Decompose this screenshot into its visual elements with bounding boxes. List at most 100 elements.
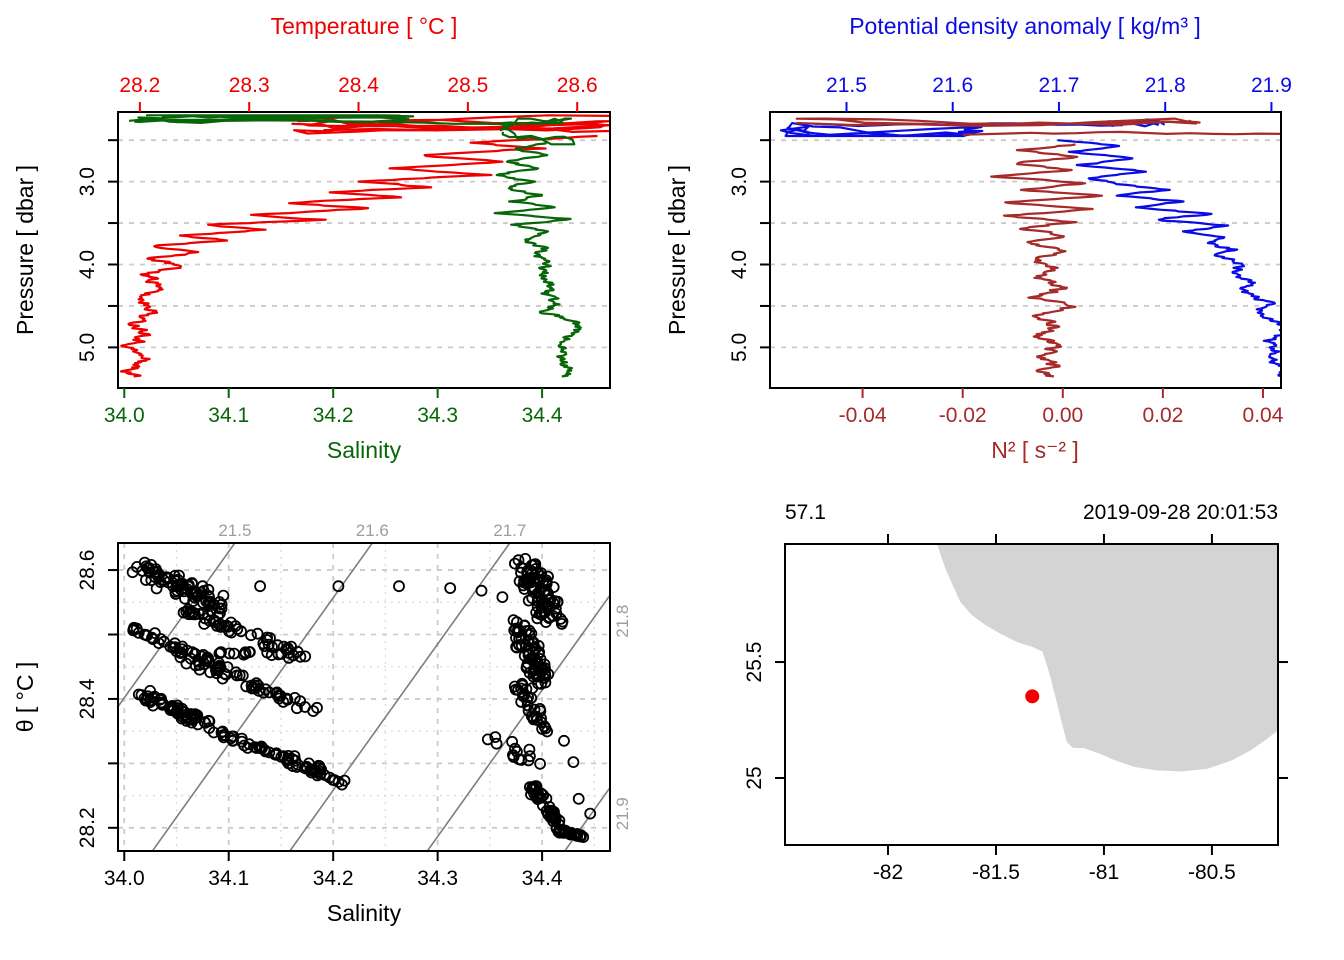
axis-tick-label: 5.0: [728, 333, 751, 362]
scatter-point: [215, 726, 228, 739]
scatter-point: [507, 614, 520, 626]
axis-tick-label: 25.5: [743, 642, 766, 683]
axis-tick-label: 28.2: [119, 74, 160, 97]
scatter-point: [168, 570, 181, 582]
isopycnal-label: 21.6: [356, 521, 389, 540]
scatter-point: [533, 670, 546, 683]
scatter-point: [217, 589, 230, 602]
isopycnal-line: [151, 543, 374, 851]
pressure-axis-title-right-panel: Pressure [ dbar ]: [664, 165, 690, 335]
scatter-point: [202, 583, 215, 596]
axis-tick-label: 34.3: [417, 867, 458, 890]
scatter-point: [532, 788, 544, 800]
scatter-point: [270, 748, 283, 761]
scatter-point: [199, 716, 212, 729]
scatter-point: [531, 566, 544, 579]
scatter-point: [490, 737, 503, 750]
isopycnal-line: [426, 593, 610, 851]
scatter-point: [572, 792, 585, 805]
surface-scribble-salinity: [128, 114, 415, 125]
surface-scribble-n-squared: [795, 117, 1201, 128]
scatter-point: [584, 807, 597, 820]
scatter-point: [393, 580, 405, 593]
scatter-point: [507, 751, 520, 763]
axis-tick-label: 5.0: [76, 333, 99, 362]
axis-tick-label: 3.0: [728, 167, 751, 196]
scatter-point: [214, 647, 227, 659]
scatter-point: [226, 734, 239, 747]
scatter-point: [186, 577, 198, 590]
scatter-point: [174, 651, 187, 664]
axis-tick-label: 0.04: [1243, 404, 1284, 427]
scatter-point: [533, 574, 546, 587]
isopycnal-label: 21.7: [493, 521, 526, 540]
isopycnal-line: [118, 543, 236, 709]
isopycnal-label: 21.8: [613, 605, 632, 638]
axis-tick-label: 34.2: [313, 867, 354, 890]
scatter-point: [567, 756, 580, 768]
panel-profile-temperature-salinity: 28.2 28.3 28.4 28.5 28.6 34.0 34.1 34.2 34.3 34.4…: [76, 74, 611, 427]
scatter-point: [261, 646, 274, 659]
station-datetime-label: 2019-09-28 20:01:53: [1083, 501, 1278, 524]
scatter-point: [311, 701, 323, 714]
pressure-axis-title-left: Pressure [ dbar ]: [12, 165, 38, 335]
station-marker: [1025, 689, 1040, 704]
scatter-point: [275, 648, 288, 660]
scatter-point: [176, 640, 189, 653]
plot-box: [117, 542, 611, 852]
n2-axis-title: N² [ s⁻² ]: [991, 437, 1079, 463]
scatter-point: [187, 586, 200, 599]
scatter-point: [534, 582, 547, 595]
scatter-point: [519, 553, 532, 565]
scatter-point: [565, 827, 578, 839]
scatter-point: [529, 558, 542, 570]
panel-station-map: -82 -81.5 -81 -80.5 25.5 25: [743, 534, 1288, 884]
scatter-point: [506, 735, 518, 748]
profile-line-salinity: [493, 140, 582, 378]
axis-tick-label: 28.4: [338, 74, 379, 97]
scatter-point: [213, 659, 226, 672]
plot-box: [769, 111, 1282, 389]
data-layer: [937, 544, 1278, 772]
scatter-point: [323, 771, 336, 784]
scatter-point: [140, 560, 153, 573]
scatter-point: [204, 666, 217, 679]
scatter-point: [520, 625, 532, 637]
scatter-point: [521, 699, 534, 712]
density-axis-title: Potential density anomaly [ kg/m³ ]: [849, 13, 1201, 39]
profile-line-n-squared: [990, 143, 1104, 378]
surface-scribble-temperature: [291, 114, 610, 135]
scatter-point: [254, 580, 267, 593]
axis-tick-label: -0.02: [939, 404, 987, 427]
scatter-point: [534, 757, 546, 770]
data-layer: [119, 114, 610, 378]
scatter-point: [528, 582, 541, 595]
axis-tick-label: 21.7: [1039, 74, 1080, 97]
scatter-point: [551, 596, 564, 609]
scatter-point: [235, 625, 248, 638]
scatter-point: [532, 595, 544, 607]
scatter-point: [550, 607, 563, 620]
scatter-point: [180, 657, 193, 670]
isopycnal-label: 21.9: [613, 797, 632, 830]
scatter-point: [287, 649, 300, 662]
scatter-point: [156, 697, 169, 709]
scatter-point: [475, 584, 488, 597]
scatter-point: [549, 602, 562, 615]
scatter-point: [538, 658, 551, 671]
scatter-point: [180, 605, 193, 618]
scatter-point: [167, 704, 180, 717]
scatter-point: [523, 743, 536, 756]
scatter-point: [202, 608, 214, 621]
scatter-point: [530, 780, 543, 793]
axis-tick-label: 28.6: [76, 550, 99, 591]
scatter-point: [248, 741, 261, 754]
panel-profile-density-n2: 21.5 21.6 21.7 21.8 21.9 -0.04 -0.02 0.00 0.02 0.…: [728, 74, 1292, 427]
surface-scribble-n-squared: [962, 130, 1281, 136]
axis-tick-label: 4.0: [76, 250, 99, 279]
scatter-point: [513, 624, 526, 637]
scatter-point: [299, 650, 312, 663]
scatter-point: [513, 632, 525, 645]
axis-tick-label: 21.5: [826, 74, 867, 97]
isopycnal-line: [288, 543, 511, 851]
